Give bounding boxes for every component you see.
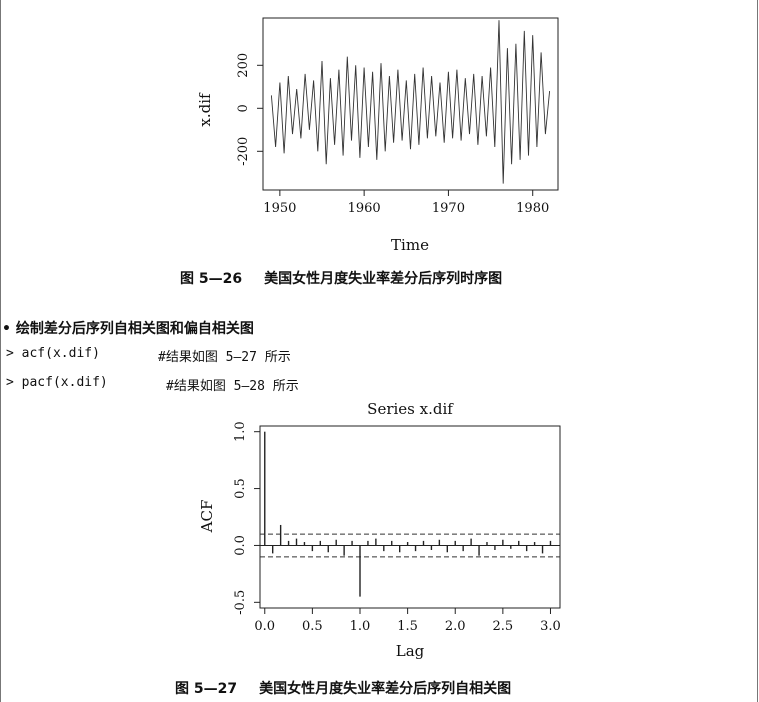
plot-frame bbox=[259, 425, 561, 609]
x-tick-label: 0.0 bbox=[254, 619, 275, 634]
code-comment: #结果如图 5—28 所示 bbox=[166, 379, 299, 394]
plot-frame bbox=[262, 17, 559, 191]
caption-number: 图 5—26 bbox=[180, 271, 243, 287]
x-tick-label: 1.5 bbox=[397, 619, 418, 634]
x-tick-label: 1960 bbox=[348, 201, 381, 216]
series-line bbox=[270, 20, 551, 184]
page-right-border bbox=[757, 0, 758, 702]
code-command: acf(x.dif) bbox=[21, 346, 100, 361]
y-axis-label: ACF bbox=[200, 500, 216, 534]
y-tick-label: 1.0 bbox=[233, 421, 248, 442]
y-axis-label: x.dif bbox=[196, 92, 214, 127]
x-tick-label: 3.0 bbox=[540, 619, 561, 634]
x-tick-label: 2.5 bbox=[493, 619, 514, 634]
x-axis-label: Lag bbox=[396, 642, 425, 660]
bullet-text: 绘制差分后序列自相关图和偏自相关图 bbox=[15, 321, 254, 337]
y-tick-label: 0.0 bbox=[233, 535, 248, 556]
code-comment: #结果如图 5—27 所示 bbox=[158, 350, 291, 365]
x-tick-label: 0.5 bbox=[302, 619, 323, 634]
x-tick-label: 1970 bbox=[432, 201, 465, 216]
figure-5-26-caption: 图 5—26 美国女性月度失业率差分后序列时序图 bbox=[180, 268, 502, 288]
figure-5-26-time-series-plot: -200 0 200 1950 1960 1970 1980 x.dif Time bbox=[196, 17, 559, 254]
y-tick-label: -200 bbox=[236, 137, 251, 166]
y-tick-label: -0.5 bbox=[233, 590, 248, 615]
x-axis-label: Time bbox=[391, 236, 429, 254]
figure-5-27-caption: 图 5—27 美国女性月度失业率差分后序列自相关图 bbox=[175, 678, 511, 698]
bullet-symbol: • bbox=[2, 321, 11, 337]
x-tick-label: 2.0 bbox=[445, 619, 466, 634]
figure-5-27-acf-plot: Series x.dif -0.5 0.0 0.5 1.0 0.0 0.5 1.0 1.5 2.… bbox=[200, 400, 561, 660]
code-line-pacf: > pacf(x.dif) #结果如图 5—28 所示 bbox=[6, 375, 299, 394]
bullet-heading: • 绘制差分后序列自相关图和偏自相关图 bbox=[2, 318, 254, 338]
caption-text: 美国女性月度失业率差分后序列时序图 bbox=[264, 271, 503, 287]
caption-number: 图 5—27 bbox=[175, 681, 238, 697]
code-command: pacf(x.dif) bbox=[21, 375, 108, 390]
caption-text: 美国女性月度失业率差分后序列自相关图 bbox=[259, 681, 512, 697]
y-tick-label: 0.5 bbox=[233, 478, 248, 499]
code-line-acf: > acf(x.dif) #结果如图 5—27 所示 bbox=[6, 346, 291, 365]
x-tick-label: 1.0 bbox=[350, 619, 371, 634]
page-left-border bbox=[0, 0, 1, 702]
x-tick-label: 1950 bbox=[263, 201, 296, 216]
y-tick-label: 200 bbox=[236, 53, 251, 78]
y-tick-label: 0 bbox=[236, 104, 251, 112]
code-prompt: > bbox=[6, 346, 14, 361]
x-tick-label: 1980 bbox=[516, 201, 549, 216]
chart-title: Series x.dif bbox=[367, 400, 454, 418]
code-prompt: > bbox=[6, 375, 14, 390]
